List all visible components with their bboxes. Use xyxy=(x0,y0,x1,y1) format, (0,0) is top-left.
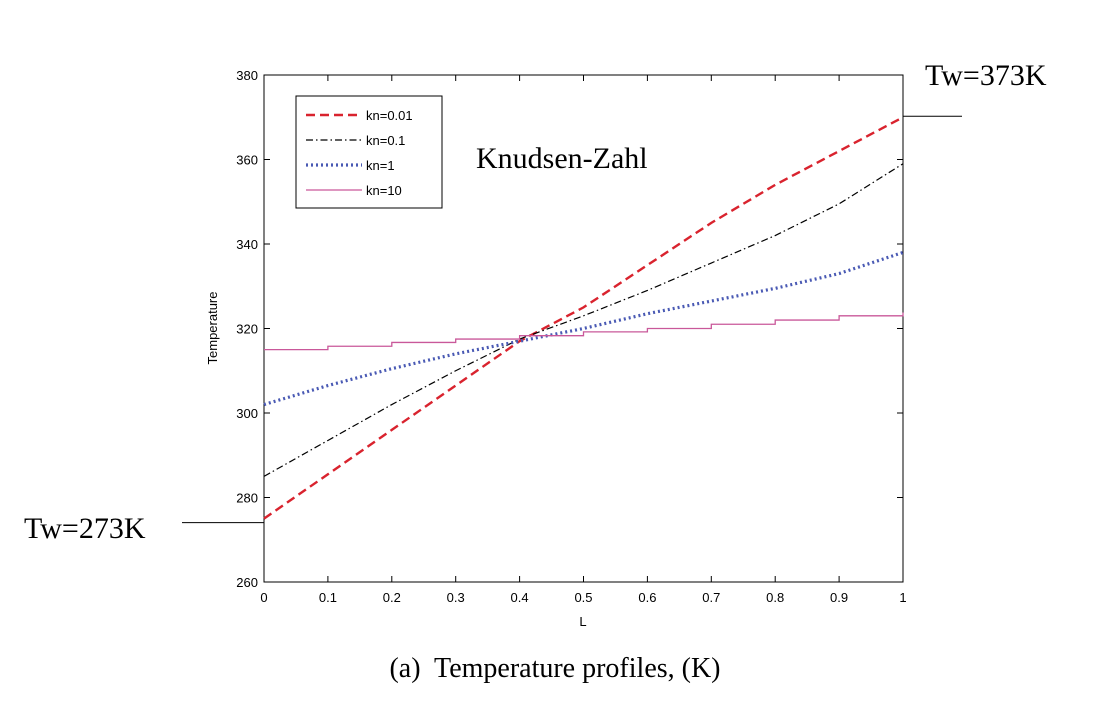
inset-title-label: Knudsen-Zahl xyxy=(476,142,648,175)
legend-entry-label: kn=0.1 xyxy=(366,133,405,148)
x-tick-label: 0.4 xyxy=(511,590,529,605)
legend: kn=0.01 kn=0.1 kn=1 kn=10 xyxy=(295,95,443,209)
y-tick-label: 360 xyxy=(236,153,258,168)
x-tick-label: 0.2 xyxy=(383,590,401,605)
y-tick-label: 380 xyxy=(236,68,258,83)
wall-temperature-right-label: Tw=373K xyxy=(925,59,1047,92)
series-lines xyxy=(263,116,904,520)
series-line-3 xyxy=(263,250,904,407)
series-line-1 xyxy=(263,116,904,520)
legend-entry-label: kn=10 xyxy=(366,183,402,198)
y-tick-label: 300 xyxy=(236,406,258,421)
y-tick-label: 320 xyxy=(236,322,258,337)
wall-temperature-left-label: Tw=273K xyxy=(24,512,146,545)
x-tick-label: 0.6 xyxy=(638,590,656,605)
x-tick-label: 0.1 xyxy=(319,590,337,605)
y-axis-ticks: 260 280 300 320 340 360 380 xyxy=(236,68,903,590)
series-line-2 xyxy=(263,163,904,477)
x-tick-label: 0.8 xyxy=(766,590,784,605)
x-tick-label: 0.9 xyxy=(830,590,848,605)
x-tick-label: 0.7 xyxy=(702,590,720,605)
x-tick-label: 0.3 xyxy=(447,590,465,605)
y-tick-label: 340 xyxy=(236,237,258,252)
series-line-4 xyxy=(264,312,904,351)
x-tick-label: 1 xyxy=(899,590,906,605)
x-tick-label: 0.5 xyxy=(574,590,592,605)
x-axis-label: L xyxy=(579,614,586,629)
y-tick-label: 260 xyxy=(236,575,258,590)
figure-caption: (a) Temperature profiles, (K) xyxy=(389,653,720,684)
y-axis-label: Temperature xyxy=(205,292,220,365)
annotations: Knudsen-Zahl Tw=373K Tw=273K xyxy=(24,59,1047,545)
legend-entry-label: kn=0.01 xyxy=(366,108,413,123)
x-tick-label: 0 xyxy=(260,590,267,605)
legend-entry-label: kn=1 xyxy=(366,158,395,173)
x-axis-ticks: 0 0.1 0.2 0.3 0.4 0.5 0.6 0.7 0.8 0.9 1 xyxy=(260,75,907,605)
y-tick-label: 280 xyxy=(236,491,258,506)
